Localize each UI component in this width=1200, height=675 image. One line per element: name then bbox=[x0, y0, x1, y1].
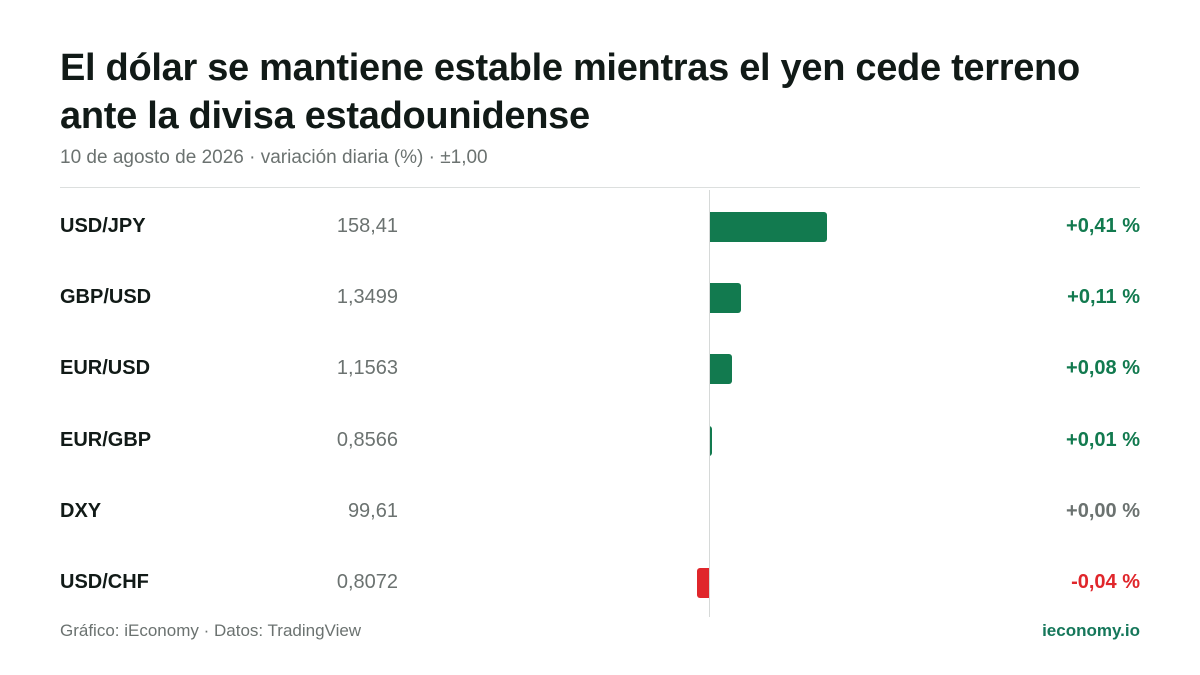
change-percent-label: +0,00 % bbox=[1066, 499, 1140, 522]
price-value: 99,61 bbox=[347, 499, 398, 522]
price-value: 1,3499 bbox=[336, 286, 398, 309]
change-bar bbox=[709, 354, 733, 385]
table-row: EUR/USD 1,1563 +0,08 % bbox=[60, 339, 1140, 399]
change-percent-label: +0,01 % bbox=[1066, 428, 1140, 451]
table-row: USD/CHF 0,8072 -0,04 % bbox=[60, 553, 1140, 613]
table-row: DXY 99,61 +0,00 % bbox=[60, 482, 1140, 542]
price-value: 1,1563 bbox=[336, 357, 398, 380]
change-percent-label: +0,08 % bbox=[1066, 357, 1140, 380]
change-percent-label: +0,11 % bbox=[1067, 286, 1140, 309]
change-bar bbox=[709, 283, 741, 314]
change-percent-label: -0,04 % bbox=[1071, 571, 1140, 593]
footer-source: Gráfico: iEconomy · Datos: TradingView bbox=[60, 621, 362, 640]
header-divider bbox=[60, 187, 1140, 188]
currency-pair-label: EUR/USD bbox=[60, 357, 151, 380]
change-bar bbox=[697, 568, 709, 598]
zero-axis-line bbox=[709, 190, 710, 617]
price-value: 0,8566 bbox=[336, 428, 398, 451]
change-bar bbox=[709, 425, 712, 456]
price-value: 0,8072 bbox=[336, 571, 398, 593]
change-bar bbox=[709, 212, 827, 242]
currency-pair-label: USD/JPY bbox=[60, 215, 146, 237]
currency-pair-label: EUR/GBP bbox=[60, 428, 152, 451]
currency-pair-label: DXY bbox=[60, 499, 102, 522]
table-row: USD/JPY 158,41 +0,41 % bbox=[60, 197, 1140, 257]
chart-subtitle: 10 de agosto de 2026 · variación diaria … bbox=[60, 147, 488, 168]
table-row: EUR/GBP 0,8566 +0,01 % bbox=[60, 411, 1140, 471]
currency-pair-label: GBP/USD bbox=[60, 286, 152, 309]
chart-title: El dólar se mantiene estable mientras el… bbox=[60, 47, 1080, 137]
price-value: 158,41 bbox=[336, 215, 398, 237]
currency-pair-label: USD/CHF bbox=[60, 571, 149, 593]
change-percent-label: +0,41 % bbox=[1066, 215, 1140, 237]
table-row: GBP/USD 1,3499 +0,11 % bbox=[60, 268, 1140, 328]
footer-brand[interactable]: ieconomy.io bbox=[1042, 621, 1140, 640]
